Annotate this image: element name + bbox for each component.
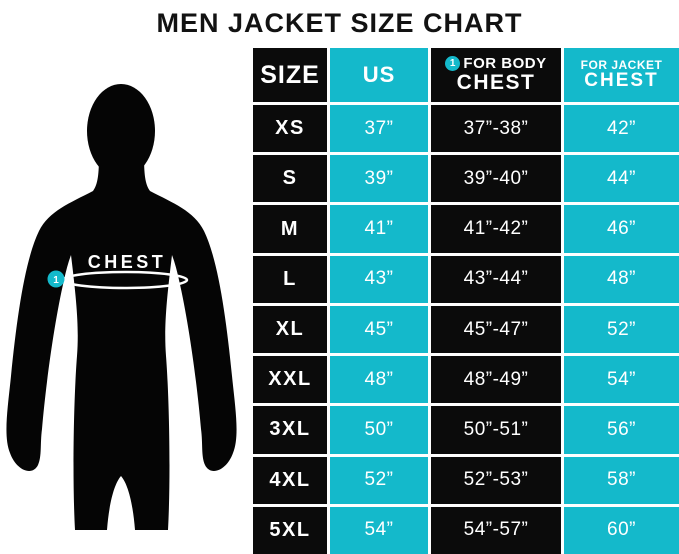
us-value-cell: 39” bbox=[330, 155, 428, 203]
us-value-cell: 43” bbox=[330, 255, 428, 303]
us-value-cell: 41” bbox=[330, 205, 428, 253]
right-hand-gap bbox=[196, 486, 206, 506]
jacket-chest-value-cell: 46” bbox=[564, 205, 679, 253]
size-cell: XS bbox=[253, 105, 327, 153]
jacket-chest-value-cell: 44” bbox=[564, 155, 679, 203]
jacket-chest-value-cell: 54” bbox=[564, 356, 679, 404]
body-chest-value-cell: 41”-42” bbox=[431, 205, 561, 253]
jacket-chest-value-cell: 48” bbox=[564, 255, 679, 303]
jacket-chest-value-cell: 52” bbox=[564, 305, 679, 354]
male-silhouette: CHEST 1 bbox=[0, 84, 244, 554]
us-value-cell: 45” bbox=[330, 305, 428, 354]
chest-label: CHEST bbox=[88, 252, 167, 272]
header-body-chest-line2: CHEST bbox=[456, 70, 536, 94]
page-title: MEN JACKET SIZE CHART bbox=[156, 8, 523, 38]
header-body-chest-line1: 1 FOR BODY bbox=[445, 56, 546, 72]
body-chest-value-cell: 50”-51” bbox=[431, 406, 561, 454]
jacket-chest-value-cell: 60” bbox=[564, 506, 679, 554]
body-chest-value-cell: 45”-47” bbox=[431, 305, 561, 354]
us-value-cell: 37” bbox=[330, 105, 428, 153]
size-cell: L bbox=[253, 255, 327, 303]
size-cell: 3XL bbox=[253, 406, 327, 454]
size-cell: XXL bbox=[253, 356, 327, 404]
chest-marker-badge bbox=[47, 270, 65, 288]
left-hand-gap bbox=[37, 486, 47, 506]
measure-1-badge-icon: 1 bbox=[445, 56, 461, 72]
size-cell: S bbox=[253, 155, 327, 203]
header-us: US bbox=[330, 48, 428, 102]
male-silhouette-graphic: CHEST 1 bbox=[6, 84, 237, 530]
body-chest-value-cell: 52”-53” bbox=[431, 456, 561, 504]
us-value-cell: 54” bbox=[330, 506, 428, 554]
us-value-cell: 48” bbox=[330, 356, 428, 404]
header-jacket-chest: FOR JACKET CHEST bbox=[564, 48, 679, 102]
body-chest-value-cell: 54”-57” bbox=[431, 506, 561, 554]
size-cell: 5XL bbox=[253, 506, 327, 554]
us-value-cell: 50” bbox=[330, 406, 428, 454]
body-chest-value-cell: 43”-44” bbox=[431, 255, 561, 303]
chest-marker-number: 1 bbox=[53, 275, 59, 286]
header-body-chest: 1 FOR BODY CHEST bbox=[431, 48, 561, 102]
body-chest-value-cell: 48”-49” bbox=[431, 356, 561, 404]
jacket-chest-value-cell: 42” bbox=[564, 105, 679, 153]
size-table: SIZE US 1 FOR BODY CHEST FOR JACKET CHEST XS 37”… bbox=[253, 48, 679, 554]
jacket-chest-value-cell: 58” bbox=[564, 456, 679, 504]
size-cell: M bbox=[253, 205, 327, 253]
size-cell: 4XL bbox=[253, 456, 327, 504]
header-jacket-chest-line1: FOR JACKET bbox=[580, 57, 663, 72]
jacket-chest-value-cell: 56” bbox=[564, 406, 679, 454]
us-value-cell: 52” bbox=[330, 456, 428, 504]
size-cell: XL bbox=[253, 305, 327, 354]
header-jacket-chest-line2: CHEST bbox=[584, 70, 659, 92]
body-chest-value-cell: 37”-38” bbox=[431, 105, 561, 153]
body-chest-value-cell: 39”-40” bbox=[431, 155, 561, 203]
header-size: SIZE bbox=[253, 48, 327, 102]
